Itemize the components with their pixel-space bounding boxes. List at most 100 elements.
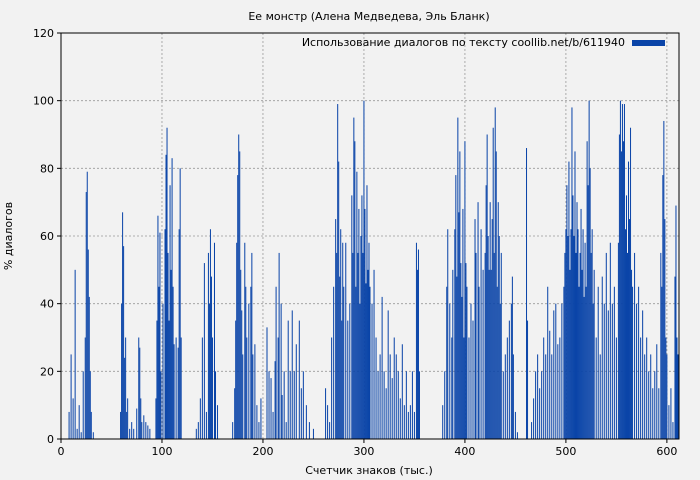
bar xyxy=(461,296,463,439)
bar xyxy=(539,388,541,439)
bar xyxy=(241,310,243,439)
bar xyxy=(300,388,302,439)
bar xyxy=(270,378,272,439)
bar xyxy=(564,252,566,439)
bar xyxy=(504,354,506,439)
bar xyxy=(397,371,399,439)
bar xyxy=(553,310,555,439)
legend-label: Использование диалогов по тексту coollib… xyxy=(302,36,625,49)
bar xyxy=(587,185,589,439)
bar xyxy=(576,202,578,439)
bar xyxy=(258,422,260,439)
bar xyxy=(339,276,341,439)
bar xyxy=(452,269,454,439)
bar xyxy=(595,337,597,439)
legend: Использование диалогов по тексту coollib… xyxy=(302,36,665,49)
bar xyxy=(195,428,197,439)
bar xyxy=(280,303,282,439)
bar xyxy=(272,411,274,439)
bar xyxy=(487,236,489,439)
bar xyxy=(478,286,480,439)
bar xyxy=(551,354,553,439)
x-tick-label: 400 xyxy=(454,445,475,458)
bar xyxy=(268,371,270,439)
bar xyxy=(169,185,171,439)
bar xyxy=(601,276,603,439)
bar xyxy=(68,411,70,439)
bar xyxy=(138,337,140,439)
bar xyxy=(484,252,486,439)
bar xyxy=(585,286,587,439)
bar xyxy=(342,242,344,439)
bar xyxy=(409,405,411,439)
bar xyxy=(630,127,632,439)
bar xyxy=(395,354,397,439)
bar xyxy=(295,344,297,439)
bar xyxy=(123,246,125,439)
bar xyxy=(171,158,173,439)
bar xyxy=(597,286,599,439)
bar xyxy=(87,249,89,439)
bar xyxy=(599,354,601,439)
bar xyxy=(583,296,585,439)
bar xyxy=(498,236,500,439)
bar xyxy=(281,395,283,439)
bar xyxy=(575,252,577,439)
bar xyxy=(289,371,291,439)
bar xyxy=(405,371,407,439)
bar xyxy=(464,141,466,439)
bar xyxy=(555,303,557,439)
bar xyxy=(541,371,543,439)
bar xyxy=(199,398,201,439)
bar xyxy=(411,371,413,439)
bar xyxy=(654,371,656,439)
bar xyxy=(232,422,234,439)
bar xyxy=(239,151,241,439)
bar xyxy=(84,337,86,439)
bar xyxy=(506,337,508,439)
bar xyxy=(618,134,620,439)
bar xyxy=(160,371,162,439)
bar xyxy=(358,208,360,439)
bar xyxy=(136,408,138,439)
bar xyxy=(369,286,371,439)
bar xyxy=(375,337,377,439)
bar xyxy=(622,141,624,439)
bar xyxy=(573,236,575,439)
bar xyxy=(629,219,631,439)
bar xyxy=(214,371,217,439)
y-tick-label: 40 xyxy=(40,298,54,311)
bar xyxy=(291,310,293,439)
bar xyxy=(407,411,409,439)
x-tick-label: 0 xyxy=(58,445,65,458)
bar xyxy=(664,219,666,439)
bar xyxy=(373,269,375,439)
legend-swatch xyxy=(632,40,665,46)
bar xyxy=(535,371,537,439)
bar xyxy=(658,388,660,439)
bar xyxy=(383,371,385,439)
bar xyxy=(666,354,668,439)
bar xyxy=(545,354,547,439)
bar xyxy=(475,252,477,439)
bar xyxy=(621,104,623,440)
bar xyxy=(401,344,403,439)
bar xyxy=(417,249,419,439)
bar xyxy=(352,252,354,439)
bar xyxy=(356,171,358,439)
bar xyxy=(403,405,405,439)
bar xyxy=(502,371,504,439)
bar xyxy=(543,337,545,439)
bar xyxy=(179,168,181,440)
bar xyxy=(638,286,640,439)
bar xyxy=(474,219,476,439)
bar xyxy=(391,378,393,439)
bar xyxy=(569,269,571,439)
bar xyxy=(418,371,420,439)
bar xyxy=(565,229,567,439)
bar xyxy=(615,337,617,439)
bars xyxy=(68,100,679,440)
bar xyxy=(457,117,459,439)
bar xyxy=(287,320,289,439)
